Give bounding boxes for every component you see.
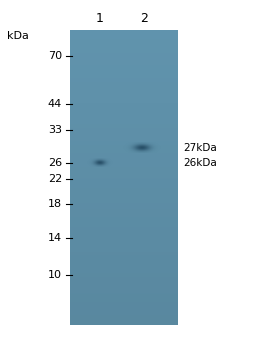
Text: 44: 44 — [48, 99, 62, 109]
Text: 22: 22 — [48, 174, 62, 184]
Text: 1: 1 — [96, 11, 104, 25]
Text: 18: 18 — [48, 199, 62, 209]
Text: kDa: kDa — [7, 31, 29, 41]
Text: 10: 10 — [48, 270, 62, 280]
Text: 2: 2 — [140, 11, 148, 25]
Text: 26kDa: 26kDa — [183, 158, 217, 168]
Text: 70: 70 — [48, 51, 62, 61]
Text: 27kDa: 27kDa — [183, 143, 217, 153]
Text: 33: 33 — [48, 125, 62, 135]
Text: 26: 26 — [48, 158, 62, 168]
Text: 14: 14 — [48, 233, 62, 243]
